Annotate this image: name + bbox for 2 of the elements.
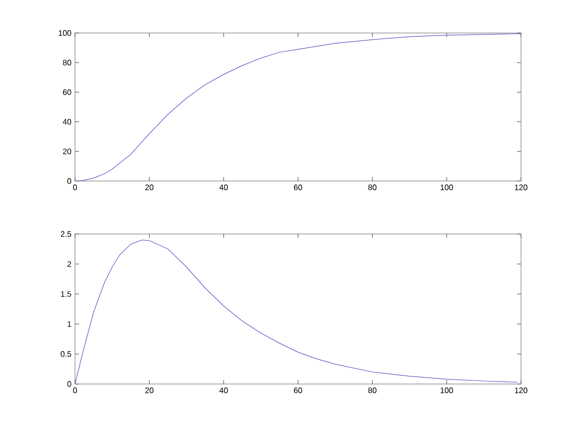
line-series xyxy=(75,240,518,384)
line-series xyxy=(75,33,522,181)
